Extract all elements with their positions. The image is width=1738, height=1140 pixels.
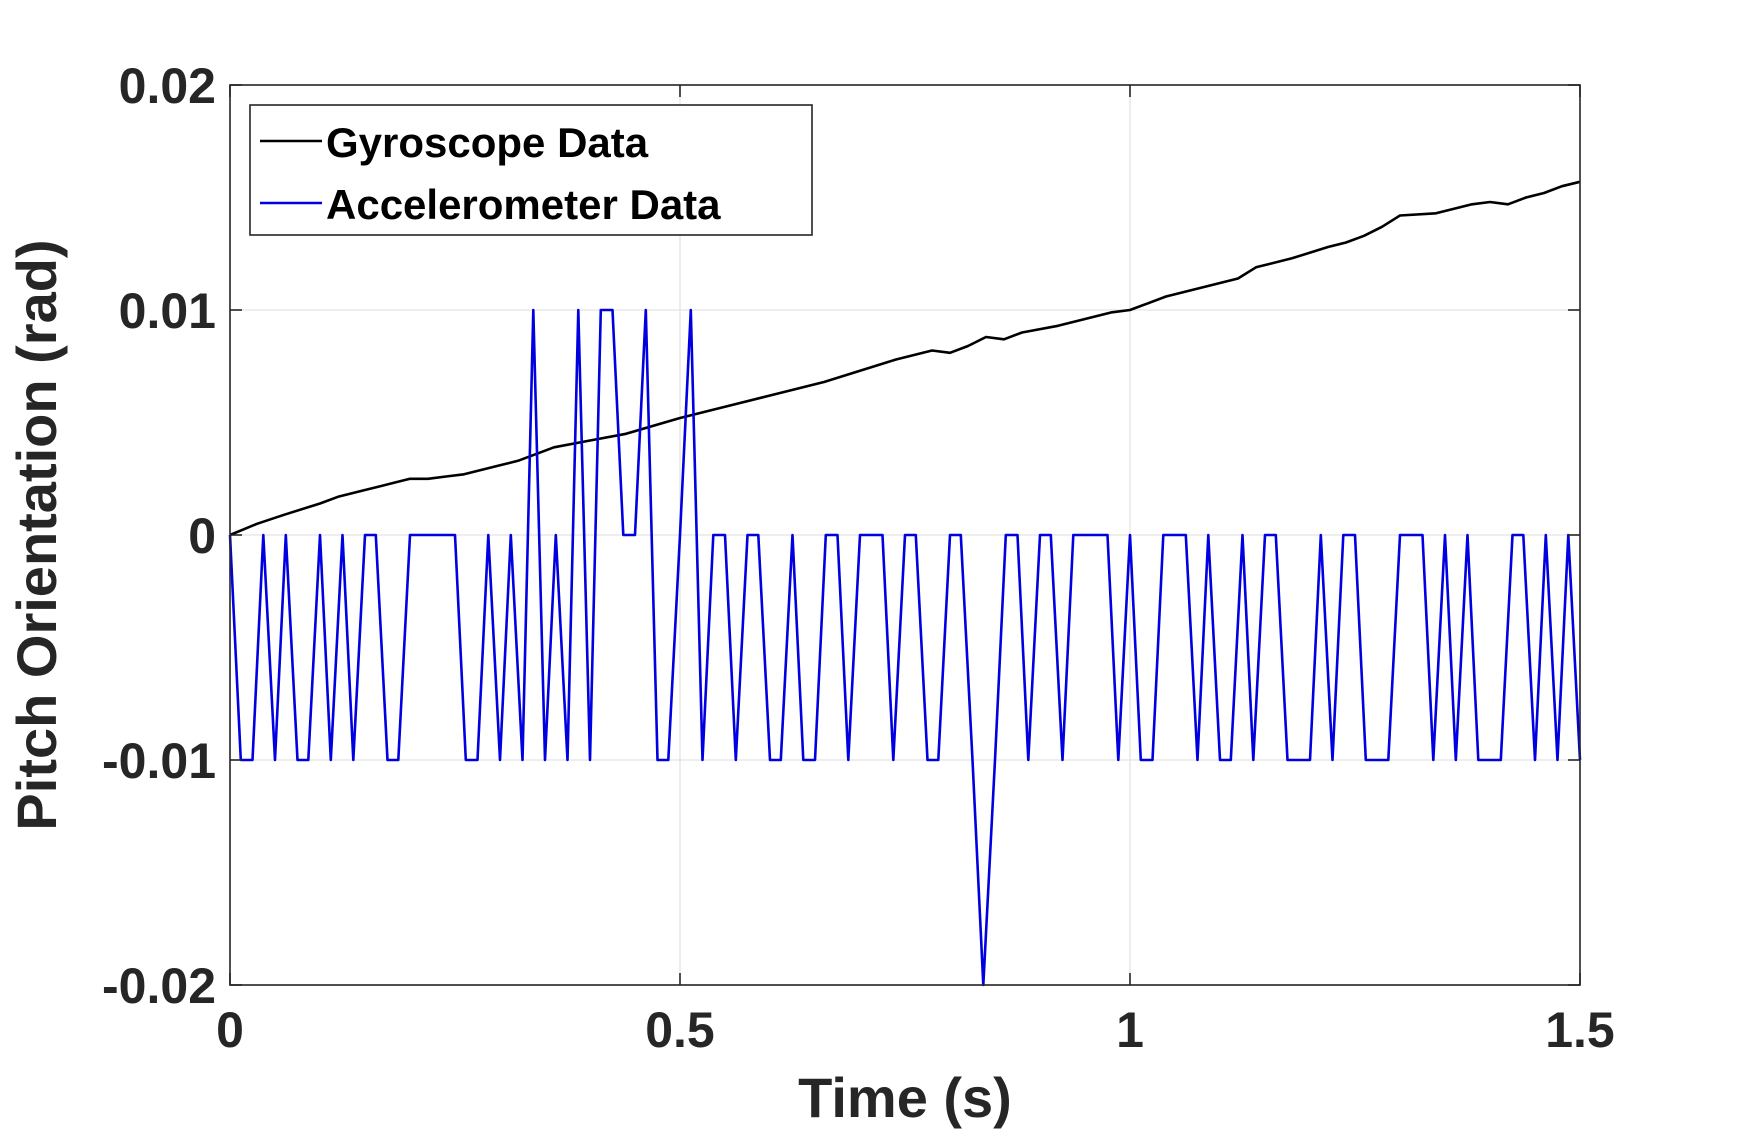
legend: Gyroscope Data Accelerometer Data xyxy=(249,104,813,236)
x-axis-label: Time (s) xyxy=(798,1066,1012,1129)
legend-entry-gyroscope: Gyroscope Data xyxy=(326,119,649,166)
y-tick-label: -0.02 xyxy=(102,958,216,1014)
series-line-accelerometer xyxy=(228,308,1582,987)
x-tick-label: 1 xyxy=(1116,1002,1144,1058)
y-tick-label: 0 xyxy=(188,508,216,564)
y-tick-label: 0.01 xyxy=(119,283,216,339)
y-axis-label: Pitch Orientation (rad) xyxy=(5,239,68,830)
legend-box xyxy=(249,104,813,236)
legend-entry-accelerometer: Accelerometer Data xyxy=(326,181,721,228)
x-tick-label: 0.5 xyxy=(645,1002,715,1058)
y-tick-label: -0.01 xyxy=(102,733,216,789)
axis-ticks: 0 0.5 1 1.5 -0.02 -0.01 0 0.01 0.02 xyxy=(102,58,1615,1058)
y-tick-label: 0.02 xyxy=(119,58,216,114)
x-tick-label: 0 xyxy=(216,1002,244,1058)
series-layer xyxy=(228,180,1582,987)
series-line-gyroscope xyxy=(229,180,1581,537)
x-tick-label: 1.5 xyxy=(1545,1002,1615,1058)
